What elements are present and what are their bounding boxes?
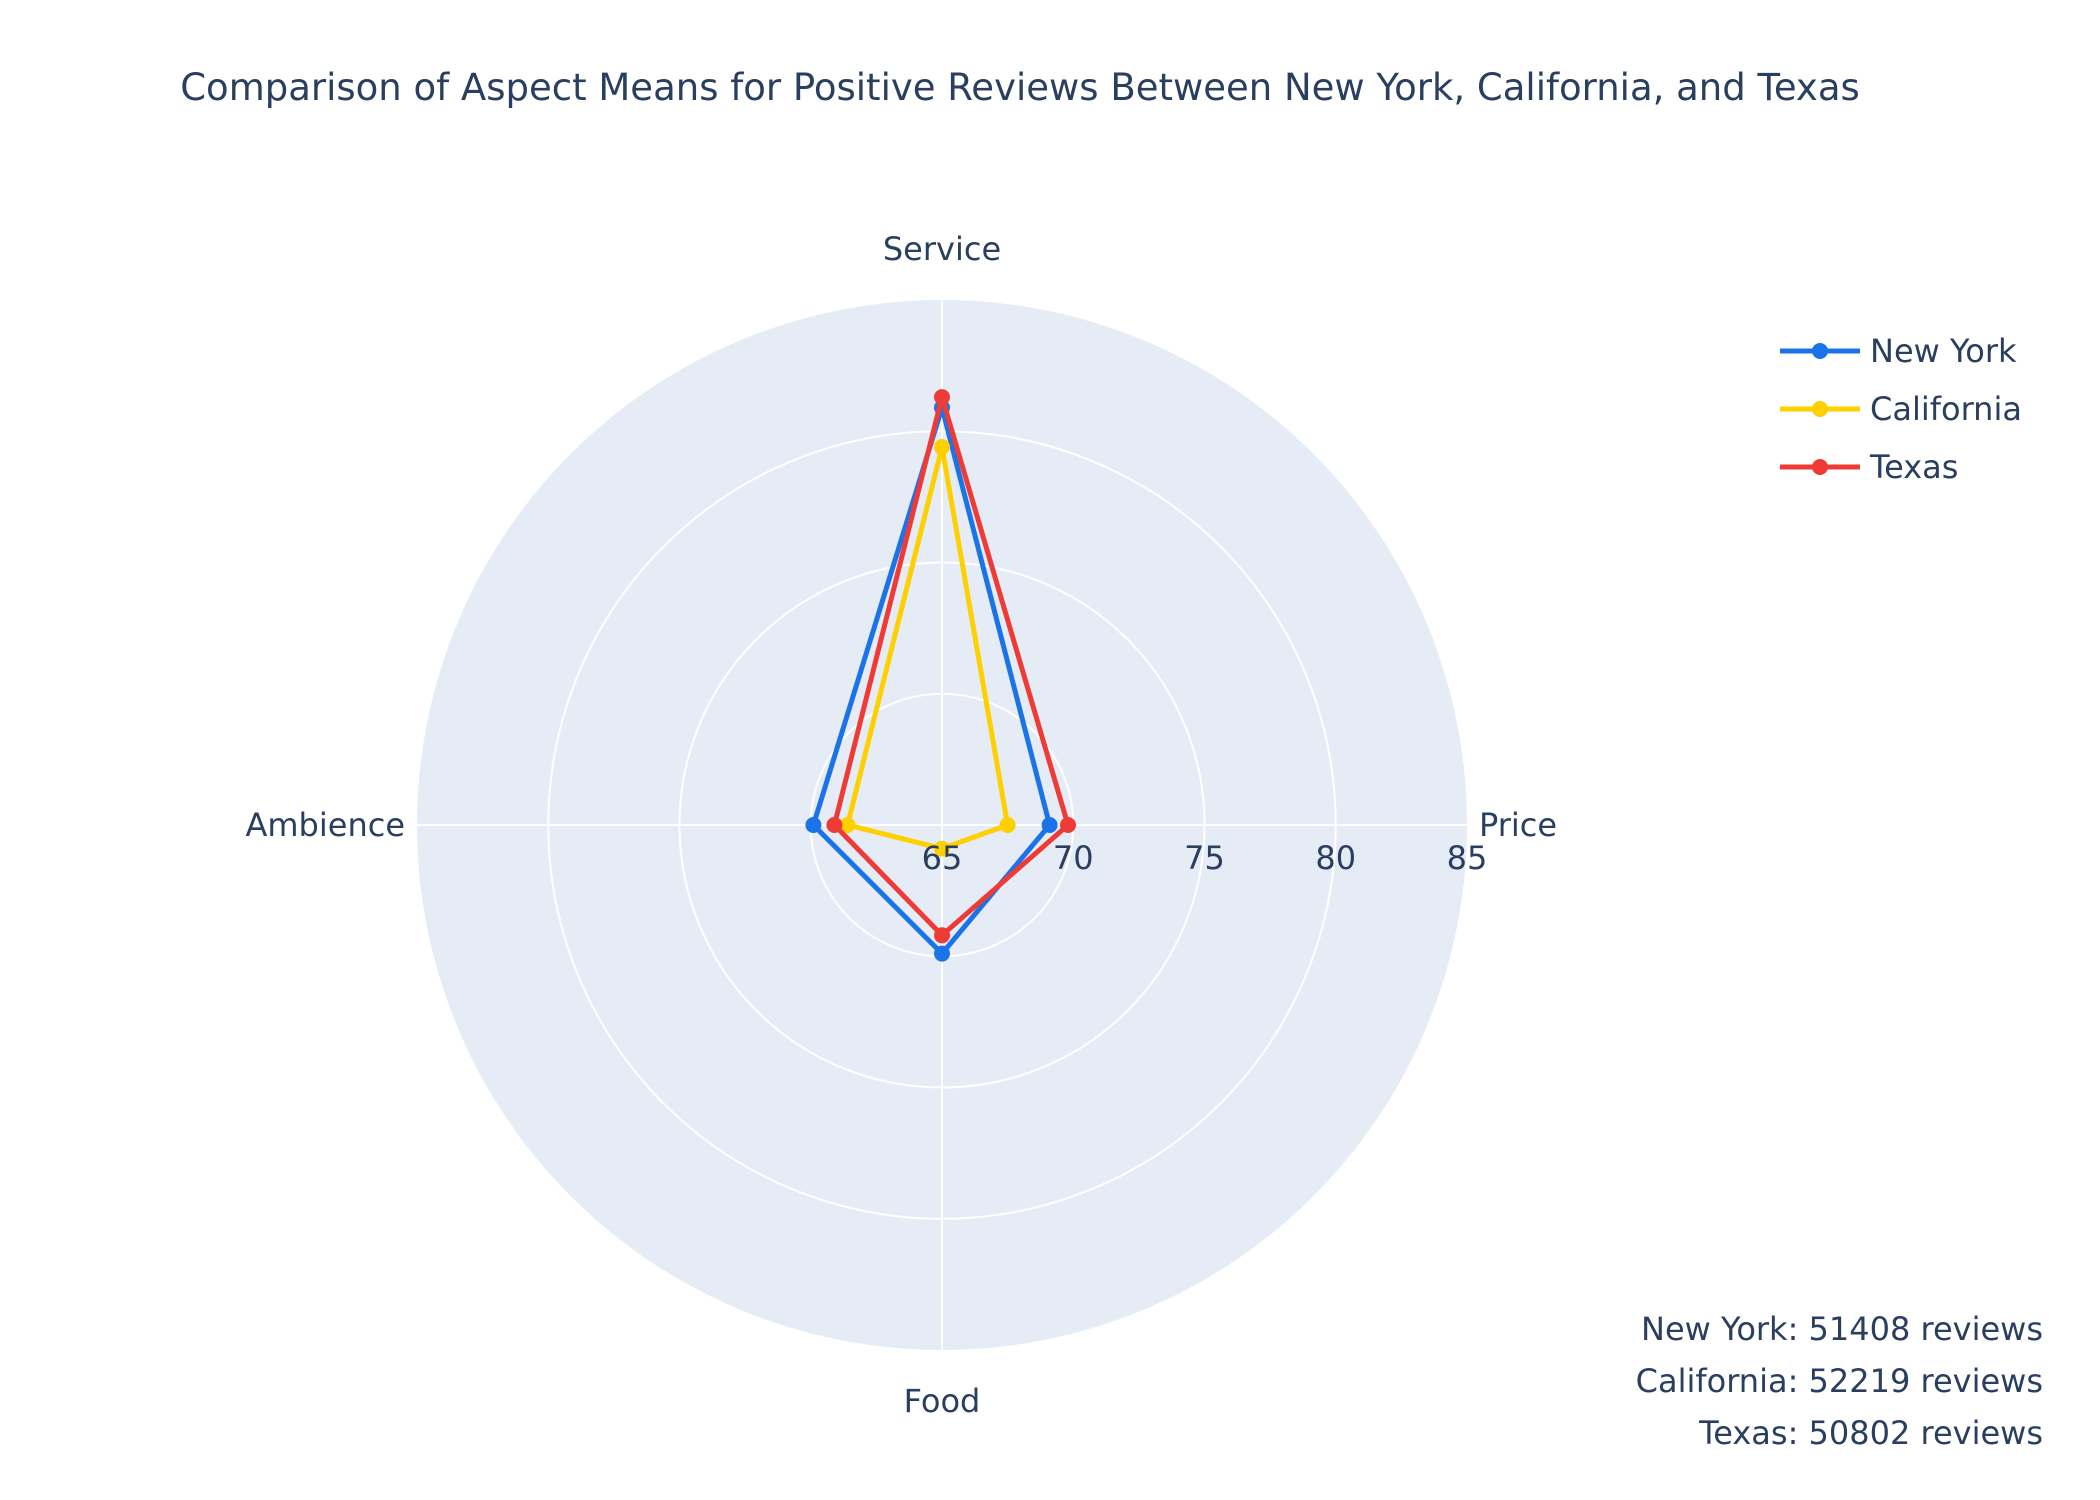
point-texas-service[interactable]	[934, 389, 950, 406]
point-texas-price[interactable]	[1060, 817, 1076, 833]
annotation-california: California: 52219 reviews	[1635, 1362, 2043, 1400]
legend-label-california: California	[1870, 390, 2022, 428]
axis-label-food: Food	[904, 1382, 981, 1420]
point-new-york-price[interactable]	[1041, 817, 1058, 833]
radial-tick-80: 80	[1315, 839, 1356, 877]
angular-labels: Service Price Food Ambience	[245, 230, 1557, 1420]
point-california-service[interactable]	[934, 439, 950, 455]
point-texas-ambience[interactable]	[826, 817, 843, 833]
point-california-food[interactable]	[934, 840, 950, 857]
axis-label-ambience: Ambience	[245, 806, 405, 844]
legend-label-texas: Texas	[1870, 448, 1959, 486]
point-california-price[interactable]	[999, 817, 1016, 833]
legend-item-california[interactable]: California	[1780, 380, 2022, 438]
review-count-annotations: New York: 51408 reviews California: 5221…	[1636, 1303, 2043, 1459]
legend-item-new-york[interactable]: New York	[1780, 322, 2022, 380]
legend-swatch-new-york	[1780, 343, 1860, 359]
legend: New York California Texas	[1780, 322, 2022, 496]
series-layer	[805, 389, 1076, 962]
legend-marker-new-york	[1812, 343, 1828, 359]
legend-label-new-york: New York	[1870, 332, 2017, 370]
radial-tick-70: 70	[1053, 839, 1094, 877]
chart-title: Comparison of Aspect Means for Positive …	[180, 66, 1860, 109]
legend-swatch-texas	[1780, 459, 1860, 475]
axis-label-service: Service	[883, 230, 1001, 268]
radial-tick-65: 65	[922, 839, 963, 877]
annotation-texas: Texas: 50802 reviews	[1699, 1414, 2043, 1452]
axis-label-price: Price	[1479, 806, 1557, 844]
radial-ticks: 65 70 75 80 85	[922, 839, 1488, 877]
point-california-ambience[interactable]	[839, 817, 856, 833]
radial-tick-75: 75	[1184, 839, 1225, 877]
point-new-york-food[interactable]	[934, 945, 950, 962]
legend-swatch-california	[1780, 401, 1860, 417]
point-texas-food[interactable]	[934, 927, 950, 944]
point-new-york-ambience[interactable]	[805, 817, 822, 833]
legend-marker-california	[1812, 401, 1828, 417]
radial-tick-85: 85	[1447, 839, 1488, 877]
legend-marker-texas	[1812, 459, 1828, 475]
legend-item-texas[interactable]: Texas	[1780, 438, 2022, 496]
annotation-new-york: New York: 51408 reviews	[1641, 1310, 2043, 1348]
